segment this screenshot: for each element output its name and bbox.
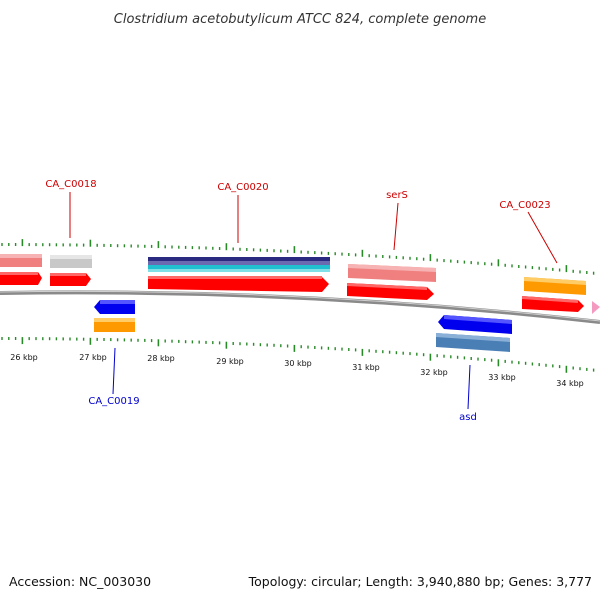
cds-feature-ca-c0020-shine [148,276,322,279]
gene-feature-ca-c0018-shine [50,255,92,259]
gene-label-ca-c0019[interactable]: CA_C0019 [88,396,139,407]
cds-feature-ca-c0020[interactable] [148,276,329,292]
gene-label-asd[interactable]: asd [459,412,477,423]
scale-labels: 26 kbp 27 kbp 28 kbp 29 kbp 30 kbp 31 kb… [10,353,584,388]
leader-ca-c0023 [527,211,558,264]
tick-label-32kbp: 32 kbp [420,368,448,377]
gene-label-ca-c0020[interactable]: CA_C0020 [217,182,268,193]
gene-labels: CA_C0018 CA_C0020 serS CA_C0023 CA_C0019… [45,179,550,423]
cds-feature-ca-c0018-shine [50,273,86,276]
tick-label-30kbp: 30 kbp [284,359,312,368]
backbone-highlight [0,290,600,322]
cds-feature-ca-c0019-shine [100,300,135,304]
gene-feature-ca-c0020-band3[interactable] [148,265,330,269]
gene-feature-pink-left-shine [0,254,42,258]
cds-feature-left-partial-shine [0,272,38,275]
genome-backbone [0,290,600,324]
gene-label-sers[interactable]: serS [386,190,408,201]
gene-feature-ca-c0020-band4[interactable] [148,269,330,272]
leader-asd [467,364,471,410]
cds-feature-ca-c0018[interactable] [50,273,91,286]
cds-feature-asd-shine [444,315,512,324]
tick-label-31kbp: 31 kbp [352,363,380,372]
leader-sers [393,202,399,251]
tick-label-34kbp: 34 kbp [556,379,584,388]
forward-strand-features [0,254,586,312]
cds-feature-left-partial[interactable] [0,272,42,285]
backbone-end-arrow [592,301,600,314]
tick-row-top [1,239,595,275]
gene-feature-ca-c0019-shine [94,318,135,322]
gene-feature-sers-shine [348,264,436,272]
cds-feature-sers-shine [347,283,427,290]
genome-summary-text: Topology: circular; Length: 3,940,880 bp… [248,574,592,589]
tick-label-26kbp: 26 kbp [10,353,38,362]
gene-label-ca-c0023[interactable]: CA_C0023 [499,200,550,211]
reverse-strand-features [94,300,512,352]
genome-title: Clostridium acetobutylicum ATCC 824, com… [114,12,486,27]
tick-label-33kbp: 33 kbp [488,373,516,382]
tick-row-bottom [1,337,595,373]
tick-label-28kbp: 28 kbp [147,354,175,363]
tick-label-29kbp: 29 kbp [216,357,244,366]
tick-label-27kbp: 27 kbp [79,353,107,362]
leader-ca-c0019 [112,347,116,395]
gene-feature-ca-c0020-band2[interactable] [148,261,330,265]
gene-label-ca-c0018[interactable]: CA_C0018 [45,179,96,190]
label-leaders [69,192,558,410]
cds-feature-ca-c0023-shine [522,296,578,303]
gene-feature-asd-shine [436,333,510,342]
gene-feature-ca-c0023-shine [524,277,586,285]
gene-feature-ca-c0020-band1[interactable] [148,257,330,261]
accession-text: Accession: NC_003030 [9,574,151,589]
